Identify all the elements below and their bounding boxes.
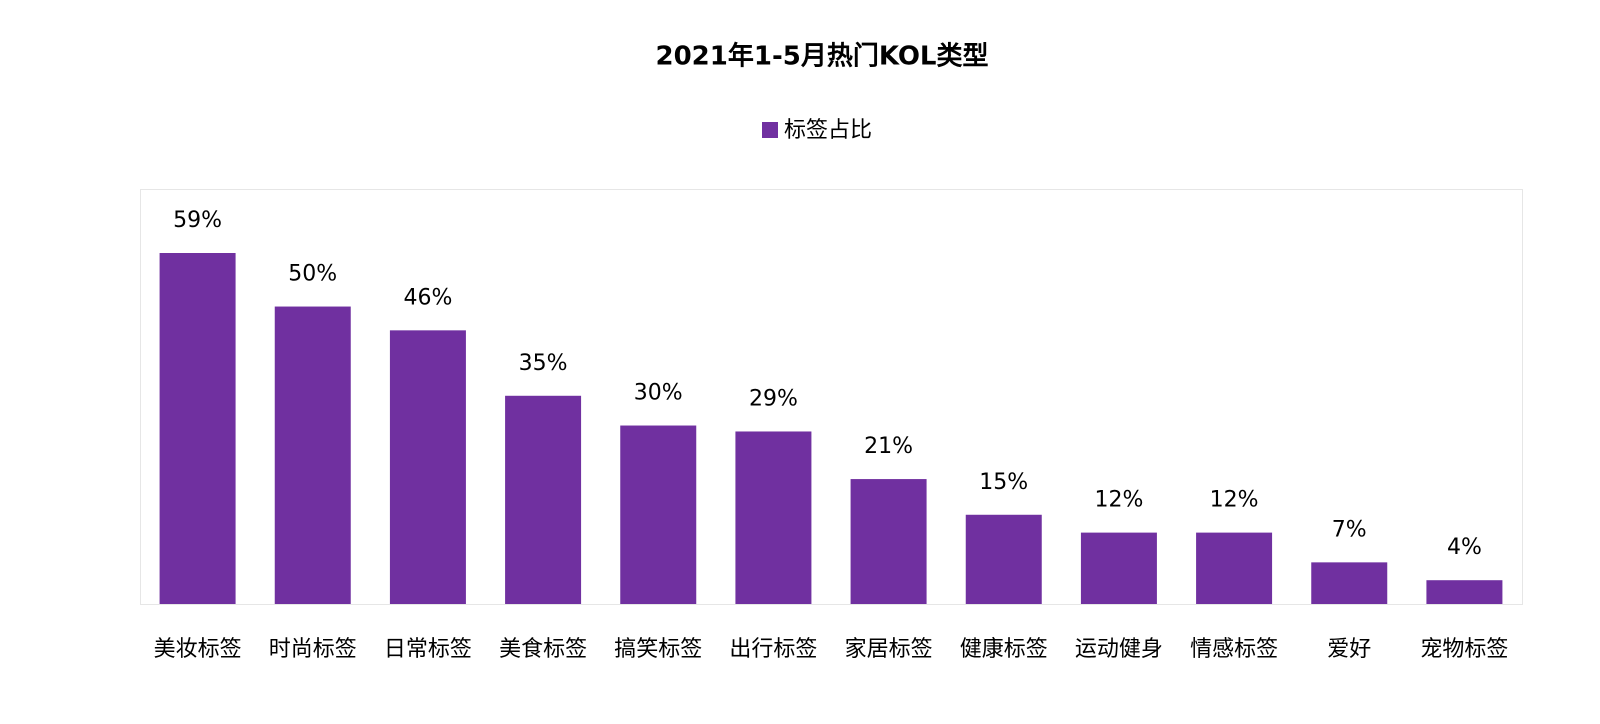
bar bbox=[1426, 580, 1503, 604]
data-label: 21% bbox=[864, 434, 913, 459]
data-label: 7% bbox=[1332, 517, 1367, 542]
x-tick-label: 情感标签 bbox=[1190, 637, 1278, 662]
chart-title: 2021年1-5月热门KOL类型 bbox=[656, 41, 989, 72]
bar bbox=[1311, 562, 1388, 604]
data-label: 29% bbox=[749, 386, 798, 411]
bar bbox=[505, 395, 582, 604]
data-label: 15% bbox=[979, 470, 1028, 495]
x-tick-label: 宠物标签 bbox=[1420, 637, 1508, 662]
bar bbox=[620, 425, 697, 604]
x-tick-label: 美妆标签 bbox=[154, 637, 242, 662]
x-tick-label: 运动健身 bbox=[1075, 637, 1163, 662]
x-tick-label: 出行标签 bbox=[729, 637, 817, 662]
data-label: 30% bbox=[634, 381, 683, 406]
data-label: 50% bbox=[288, 262, 337, 287]
legend-swatch bbox=[762, 122, 778, 138]
x-tick-label: 美食标签 bbox=[499, 637, 587, 662]
bar bbox=[965, 514, 1042, 604]
x-tick-label: 家居标签 bbox=[845, 637, 933, 662]
x-tick-label: 日常标签 bbox=[384, 637, 472, 662]
bar bbox=[159, 253, 236, 604]
data-label: 4% bbox=[1447, 535, 1482, 560]
data-label: 46% bbox=[403, 285, 452, 310]
bar bbox=[1080, 532, 1157, 604]
x-tick-label: 健康标签 bbox=[960, 637, 1048, 662]
x-tick-label: 时尚标签 bbox=[269, 637, 357, 662]
data-label: 12% bbox=[1210, 488, 1259, 513]
bar bbox=[389, 330, 466, 604]
bar bbox=[850, 479, 927, 604]
x-tick-label: 爱好 bbox=[1327, 637, 1371, 662]
x-tick-label: 搞笑标签 bbox=[614, 637, 702, 662]
legend-label: 标签占比 bbox=[784, 118, 872, 143]
bar bbox=[735, 431, 812, 604]
bar bbox=[274, 306, 351, 604]
data-label: 59% bbox=[173, 208, 222, 233]
plot-area bbox=[140, 189, 1523, 605]
data-label: 12% bbox=[1094, 488, 1143, 513]
bar bbox=[1196, 532, 1273, 604]
data-label: 35% bbox=[519, 351, 568, 376]
